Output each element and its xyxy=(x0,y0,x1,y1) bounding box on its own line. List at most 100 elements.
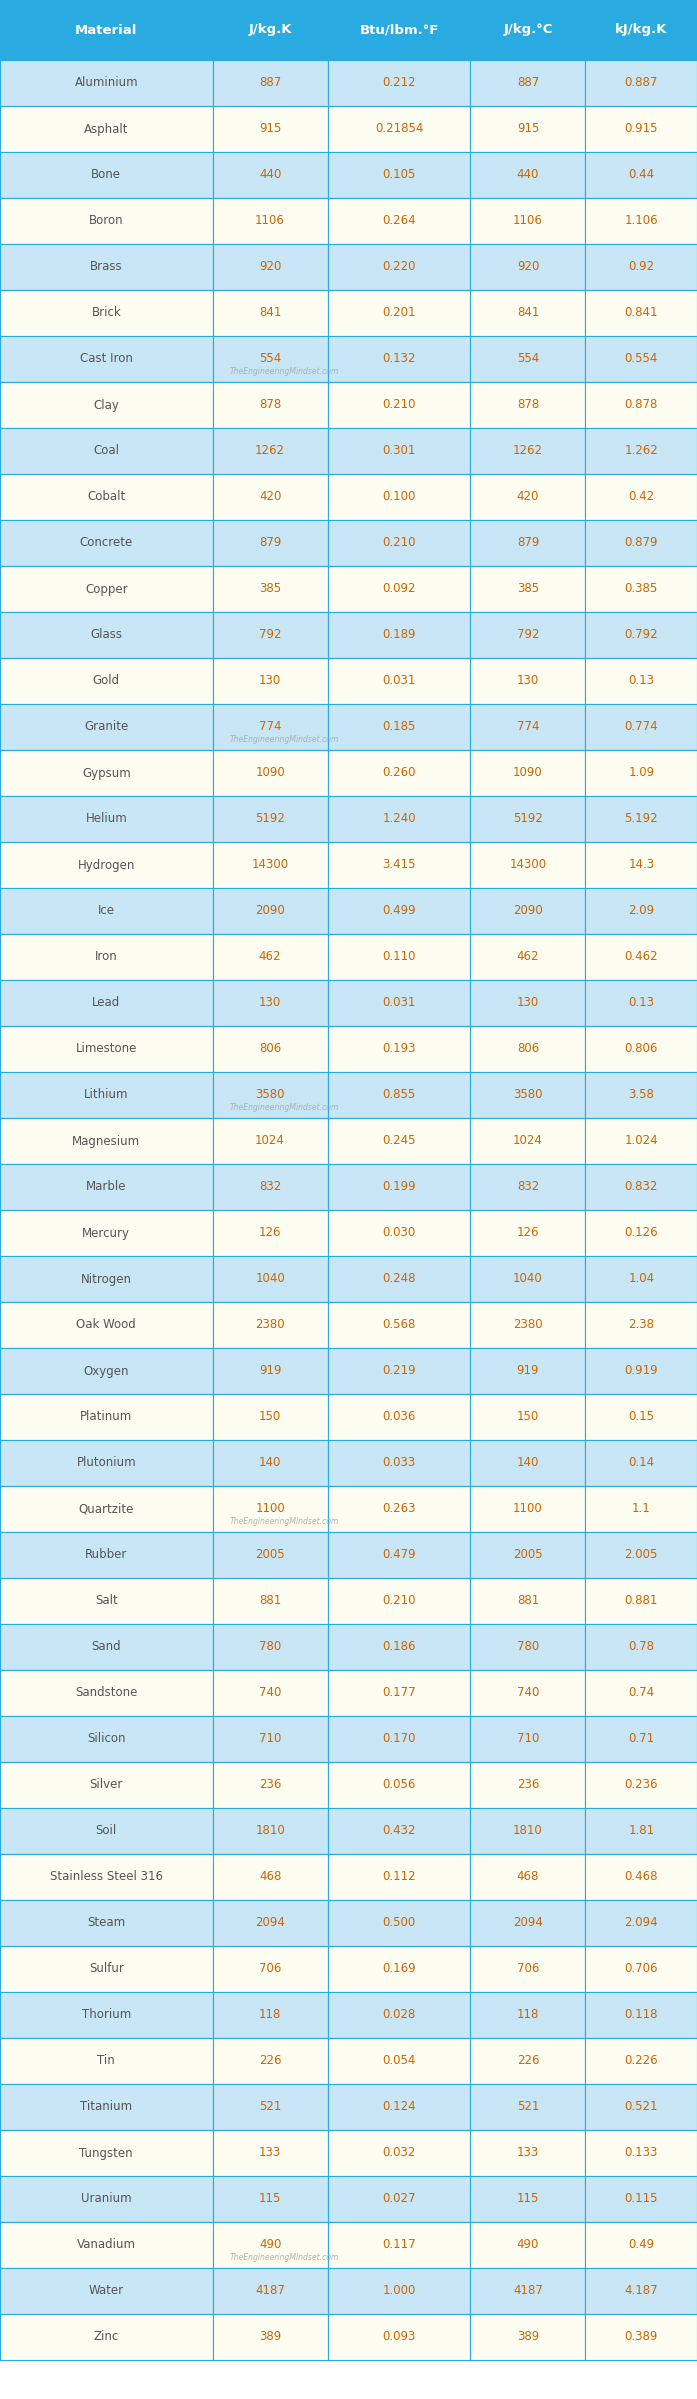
Text: 0.568: 0.568 xyxy=(383,1319,415,1331)
Bar xyxy=(328,2221,470,2267)
Bar xyxy=(213,842,328,888)
Text: 0.832: 0.832 xyxy=(625,1180,658,1192)
Bar xyxy=(470,106,585,151)
Text: 0.468: 0.468 xyxy=(625,1871,658,1883)
Bar xyxy=(470,1854,585,1900)
Bar xyxy=(328,2176,470,2221)
Text: 0.500: 0.500 xyxy=(383,1917,415,1929)
Text: 130: 130 xyxy=(259,996,281,1010)
Bar xyxy=(328,842,470,888)
Bar xyxy=(470,1670,585,1715)
Bar xyxy=(585,1027,697,1072)
Text: 0.13: 0.13 xyxy=(628,996,654,1010)
Text: 780: 780 xyxy=(259,1641,281,1653)
Text: Aluminium: Aluminium xyxy=(75,77,138,89)
Bar xyxy=(470,245,585,290)
Bar xyxy=(585,981,697,1027)
Text: 1262: 1262 xyxy=(255,444,285,458)
Bar xyxy=(0,842,213,888)
Text: 806: 806 xyxy=(259,1044,281,1056)
Text: Material: Material xyxy=(75,24,137,36)
Bar xyxy=(585,1624,697,1670)
Text: 0.105: 0.105 xyxy=(383,168,415,182)
Text: Sulfur: Sulfur xyxy=(89,1962,124,1974)
Bar xyxy=(328,1027,470,1072)
Bar xyxy=(585,1209,697,1257)
Text: 2.09: 2.09 xyxy=(628,904,654,916)
Bar xyxy=(0,106,213,151)
Bar xyxy=(585,0,697,60)
Text: 0.13: 0.13 xyxy=(628,674,654,689)
Bar xyxy=(585,1946,697,1991)
Bar xyxy=(0,199,213,245)
Text: 5192: 5192 xyxy=(255,813,285,825)
Bar xyxy=(213,1809,328,1854)
Text: 521: 521 xyxy=(516,2102,539,2114)
Bar xyxy=(213,1991,328,2039)
Text: 1090: 1090 xyxy=(255,768,285,780)
Bar xyxy=(213,0,328,60)
Text: Boron: Boron xyxy=(89,214,123,228)
Bar xyxy=(470,1624,585,1670)
Text: 2.005: 2.005 xyxy=(625,1547,658,1562)
Text: 0.210: 0.210 xyxy=(382,398,416,413)
Text: 920: 920 xyxy=(259,261,282,273)
Text: 0.263: 0.263 xyxy=(382,1502,416,1516)
Text: 0.245: 0.245 xyxy=(382,1135,416,1147)
Bar xyxy=(470,796,585,842)
Text: 1.04: 1.04 xyxy=(628,1271,654,1286)
Text: 0.432: 0.432 xyxy=(382,1826,416,1838)
Bar xyxy=(470,657,585,703)
Text: Mercury: Mercury xyxy=(82,1226,130,1240)
Bar xyxy=(213,1854,328,1900)
Text: 919: 919 xyxy=(516,1365,539,1377)
Text: 1.240: 1.240 xyxy=(382,813,416,825)
Text: 1.024: 1.024 xyxy=(625,1135,658,1147)
Text: Brick: Brick xyxy=(91,307,121,319)
Text: 0.49: 0.49 xyxy=(628,2238,654,2253)
Text: 0.21854: 0.21854 xyxy=(375,122,423,134)
Bar xyxy=(0,796,213,842)
Text: 226: 226 xyxy=(259,2054,282,2068)
Text: Titanium: Titanium xyxy=(80,2102,132,2114)
Bar xyxy=(328,1946,470,1991)
Text: 0.032: 0.032 xyxy=(383,2147,415,2159)
Bar xyxy=(328,1257,470,1303)
Text: 130: 130 xyxy=(517,674,539,689)
Bar xyxy=(585,381,697,427)
Bar xyxy=(213,290,328,336)
Bar xyxy=(328,1809,470,1854)
Text: 150: 150 xyxy=(259,1411,281,1423)
Text: 0.42: 0.42 xyxy=(628,489,654,504)
Text: 118: 118 xyxy=(516,2008,539,2022)
Bar xyxy=(0,751,213,796)
Text: Gold: Gold xyxy=(93,674,120,689)
Text: 385: 385 xyxy=(517,583,539,595)
Bar xyxy=(328,2130,470,2176)
Text: 1810: 1810 xyxy=(255,1826,285,1838)
Text: 881: 881 xyxy=(517,1595,539,1607)
Bar xyxy=(0,1715,213,1761)
Bar xyxy=(470,1761,585,1809)
Bar xyxy=(470,2039,585,2085)
Text: Concrete: Concrete xyxy=(79,537,133,549)
Text: 0.028: 0.028 xyxy=(383,2008,415,2022)
Text: Sand: Sand xyxy=(91,1641,121,1653)
Text: 468: 468 xyxy=(516,1871,539,1883)
Bar xyxy=(470,1900,585,1946)
Bar xyxy=(470,1027,585,1072)
Text: Asphalt: Asphalt xyxy=(84,122,128,134)
Bar xyxy=(328,106,470,151)
Bar xyxy=(0,1394,213,1439)
Text: 490: 490 xyxy=(259,2238,282,2253)
Bar xyxy=(470,1533,585,1579)
Text: 920: 920 xyxy=(516,261,539,273)
Text: 0.14: 0.14 xyxy=(628,1456,654,1471)
Bar xyxy=(585,1715,697,1761)
Bar xyxy=(470,1946,585,1991)
Text: 878: 878 xyxy=(517,398,539,413)
Text: 740: 740 xyxy=(259,1686,282,1698)
Text: 0.093: 0.093 xyxy=(383,2329,415,2344)
Bar xyxy=(213,521,328,566)
Bar xyxy=(328,1761,470,1809)
